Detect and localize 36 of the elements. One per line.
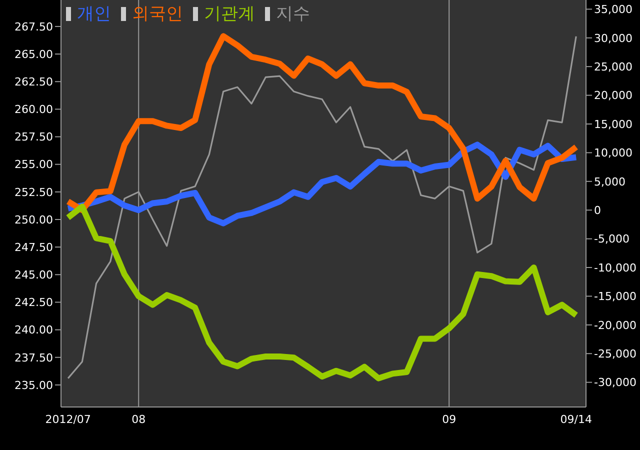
y2-tick-label: -15,000 — [594, 290, 636, 304]
y-tick-label: 267.50 — [14, 20, 53, 34]
y-tick-label: 245.00 — [14, 268, 53, 282]
y2-tick-label: 0 — [594, 204, 601, 218]
y2-tick-label: 30,000 — [594, 32, 632, 45]
y-tick-label: 247.50 — [14, 240, 53, 254]
y2-tick-label: 35,000 — [594, 3, 632, 16]
y-tick-label: 255.00 — [14, 158, 53, 172]
text: 기관계 — [204, 3, 255, 25]
y-tick-label: 250.00 — [14, 213, 53, 226]
y2-tick-label: 10,000 — [594, 146, 632, 160]
text: 외국인 — [132, 3, 183, 25]
y2-tick-label: -5,000 — [594, 232, 630, 246]
y2-tick-label: 25,000 — [594, 60, 632, 74]
y-tick-label: 260.00 — [14, 103, 53, 116]
y2-tick-label: -10,000 — [594, 261, 636, 274]
y-tick-label: 240.00 — [14, 324, 53, 337]
x-tick-label: 08 — [132, 412, 146, 426]
x-tick-label: 2012/07 — [45, 412, 91, 426]
x-tick-label: 09/14 — [560, 412, 592, 426]
y2-tick-label: 20,000 — [594, 89, 632, 102]
y-tick-label: 265.00 — [14, 48, 53, 61]
y2-tick-label: -20,000 — [594, 318, 636, 332]
x-tick-label: 09 — [442, 412, 456, 426]
y-tick-label: 262.50 — [14, 76, 53, 89]
y-tick-label: 257.50 — [14, 130, 53, 144]
y-tick-label: 252.50 — [14, 186, 53, 199]
y2-tick-label: -30,000 — [594, 376, 636, 390]
y2-tick-label: -25,000 — [594, 348, 636, 361]
text: 개인 — [77, 3, 111, 25]
y-tick-label: 235.00 — [14, 378, 53, 392]
text: 지수 — [276, 3, 310, 25]
y2-tick-label: 15,000 — [594, 118, 632, 131]
y2-tick-label: 5,000 — [594, 175, 626, 188]
y-tick-label: 237.50 — [14, 351, 53, 364]
y-tick-label: 242.50 — [14, 296, 53, 310]
